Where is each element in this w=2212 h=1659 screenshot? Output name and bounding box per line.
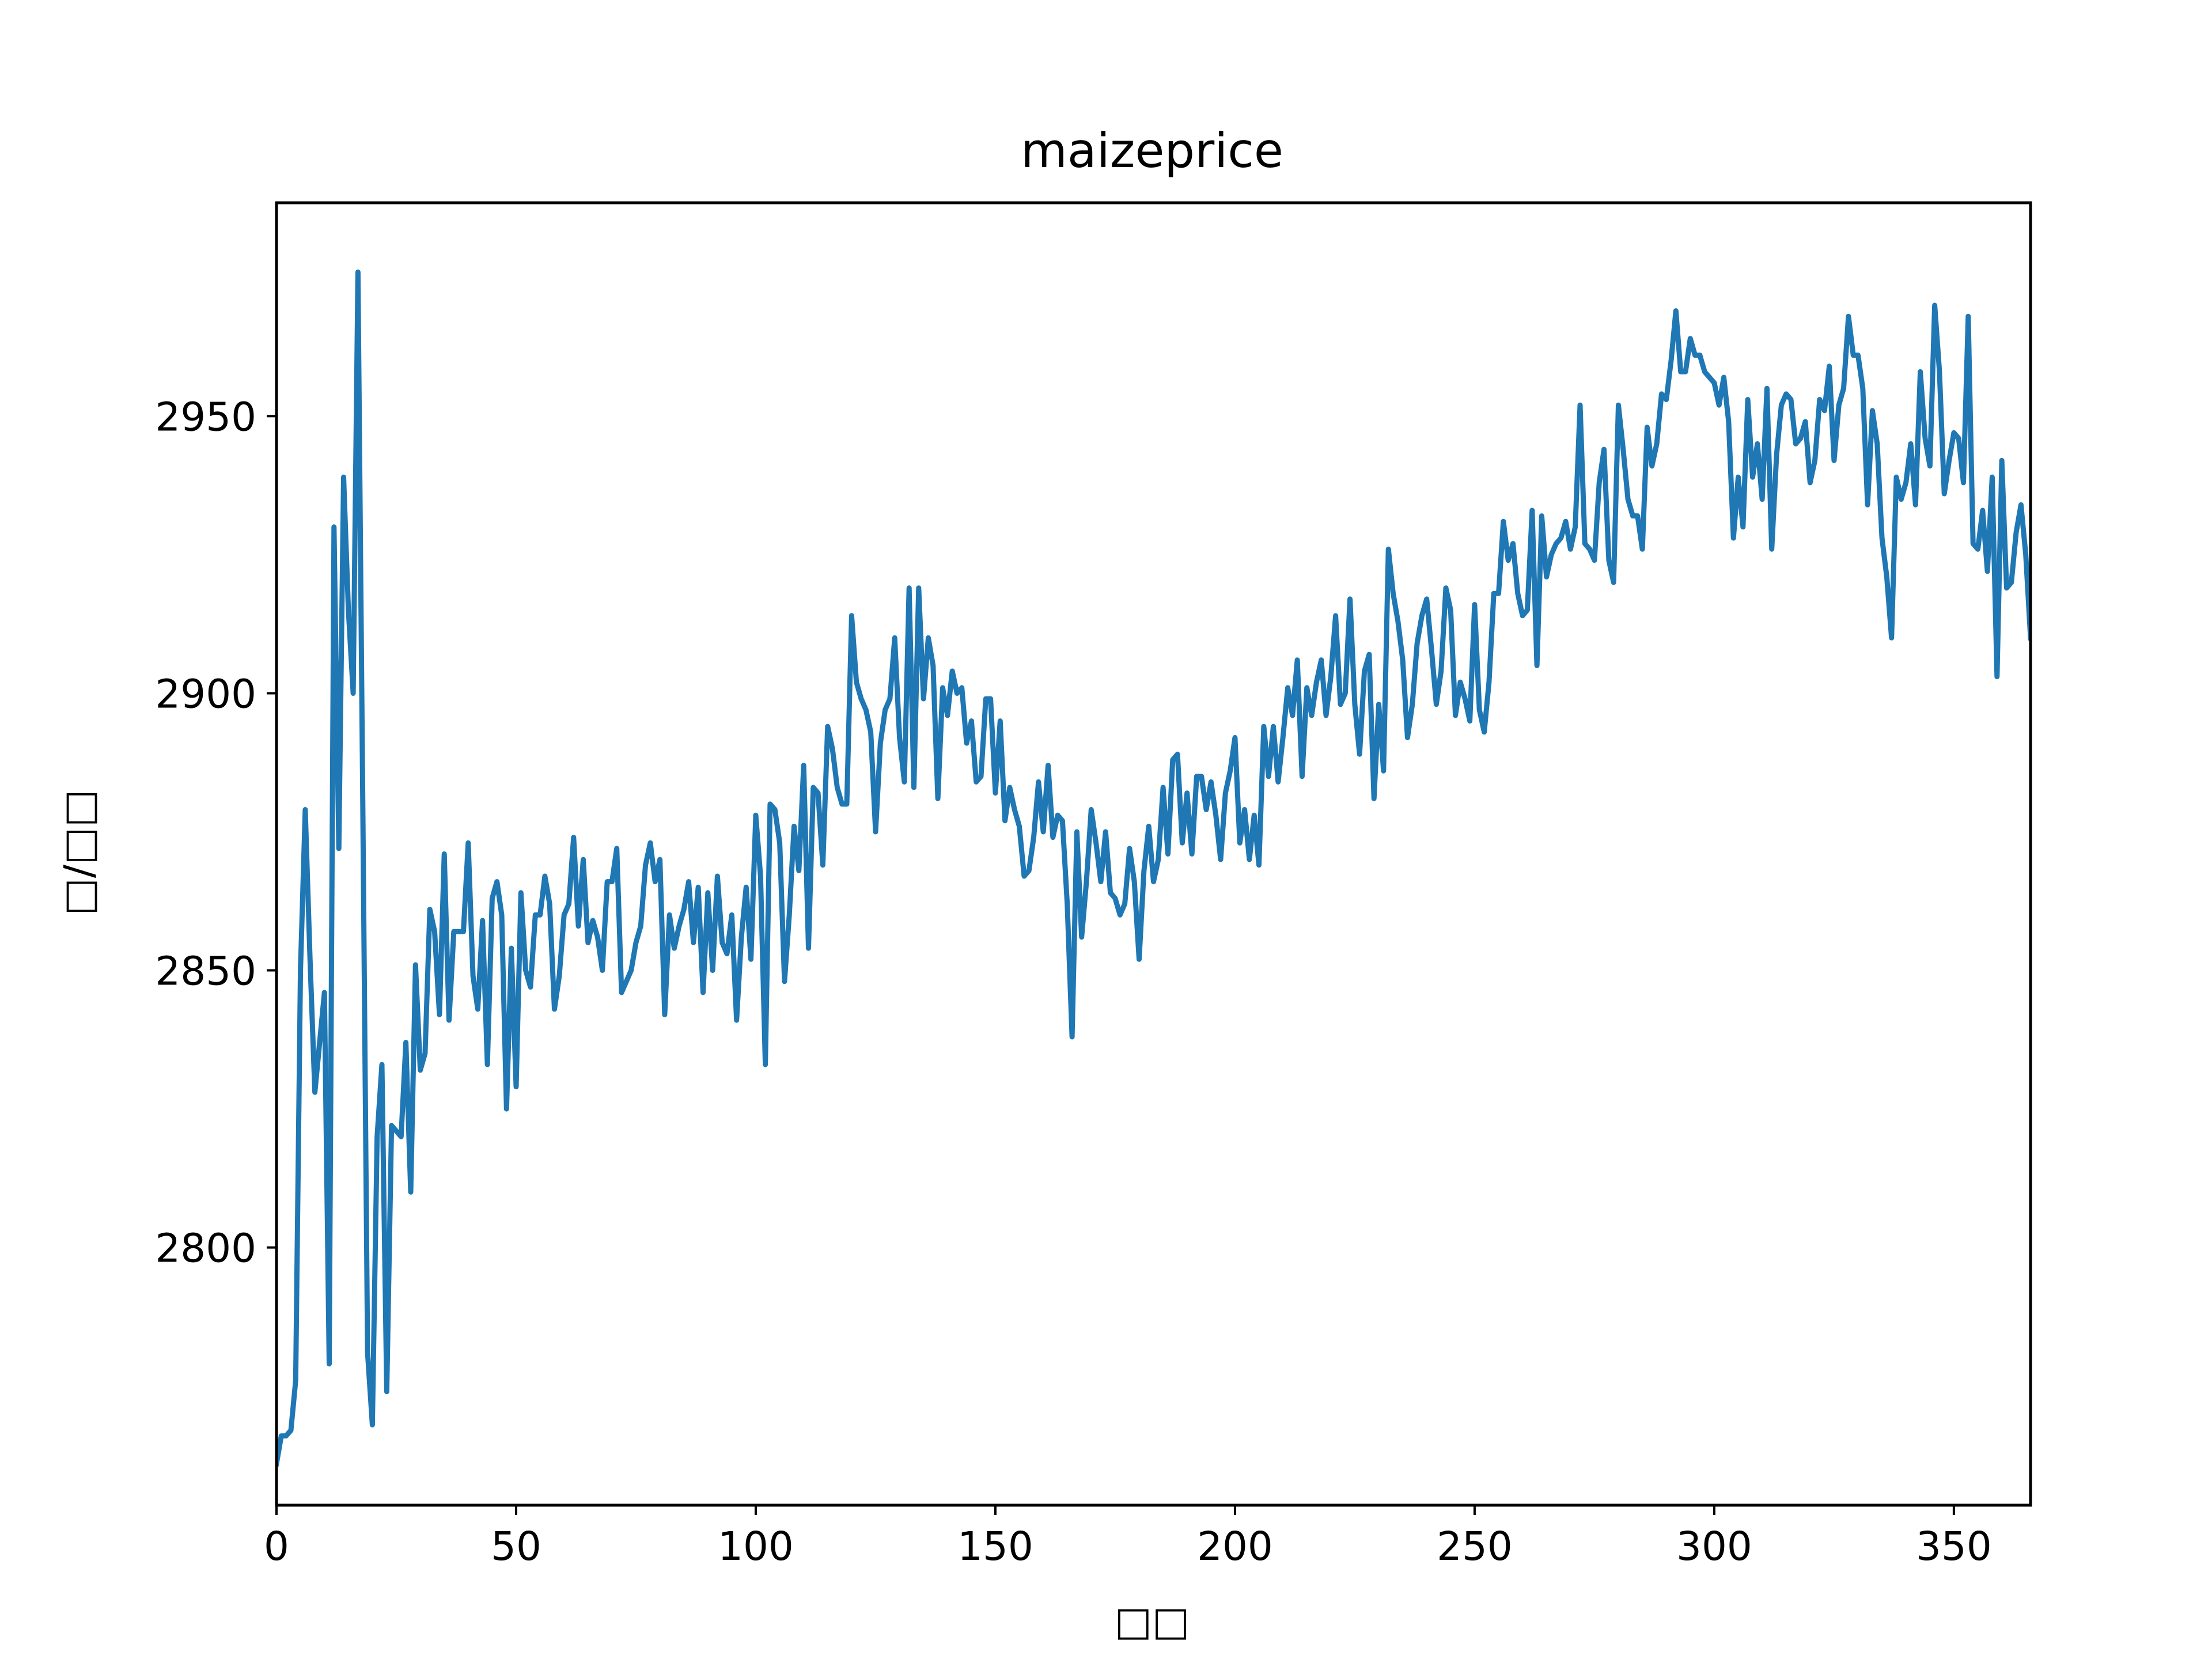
y-axis-label: □/□□ [56, 790, 102, 916]
x-tick-label: 0 [264, 1524, 289, 1570]
x-tick-label: 150 [957, 1524, 1033, 1570]
y-tick-label: 2900 [155, 671, 256, 717]
x-tick-label: 250 [1437, 1524, 1513, 1570]
x-tick-label: 350 [1916, 1524, 1992, 1570]
y-tick-label: 2800 [155, 1226, 256, 1272]
x-tick-label: 100 [718, 1524, 794, 1570]
axes-frame [275, 201, 2032, 1507]
series-line [276, 269, 2031, 1467]
x-tick-label: 300 [1676, 1524, 1752, 1570]
y-tick-label: 2850 [155, 949, 256, 995]
plot-area: 0 50 100 150 200 250 300 350 2800 2850 2900 2950 [155, 201, 2032, 1570]
chart-title: maizeprice [1021, 123, 1283, 179]
x-tick-label: 50 [491, 1524, 541, 1570]
x-axis-label: □□ [1115, 1599, 1190, 1645]
x-tick-label: 200 [1197, 1524, 1273, 1570]
y-tick-label: 2950 [155, 394, 256, 440]
